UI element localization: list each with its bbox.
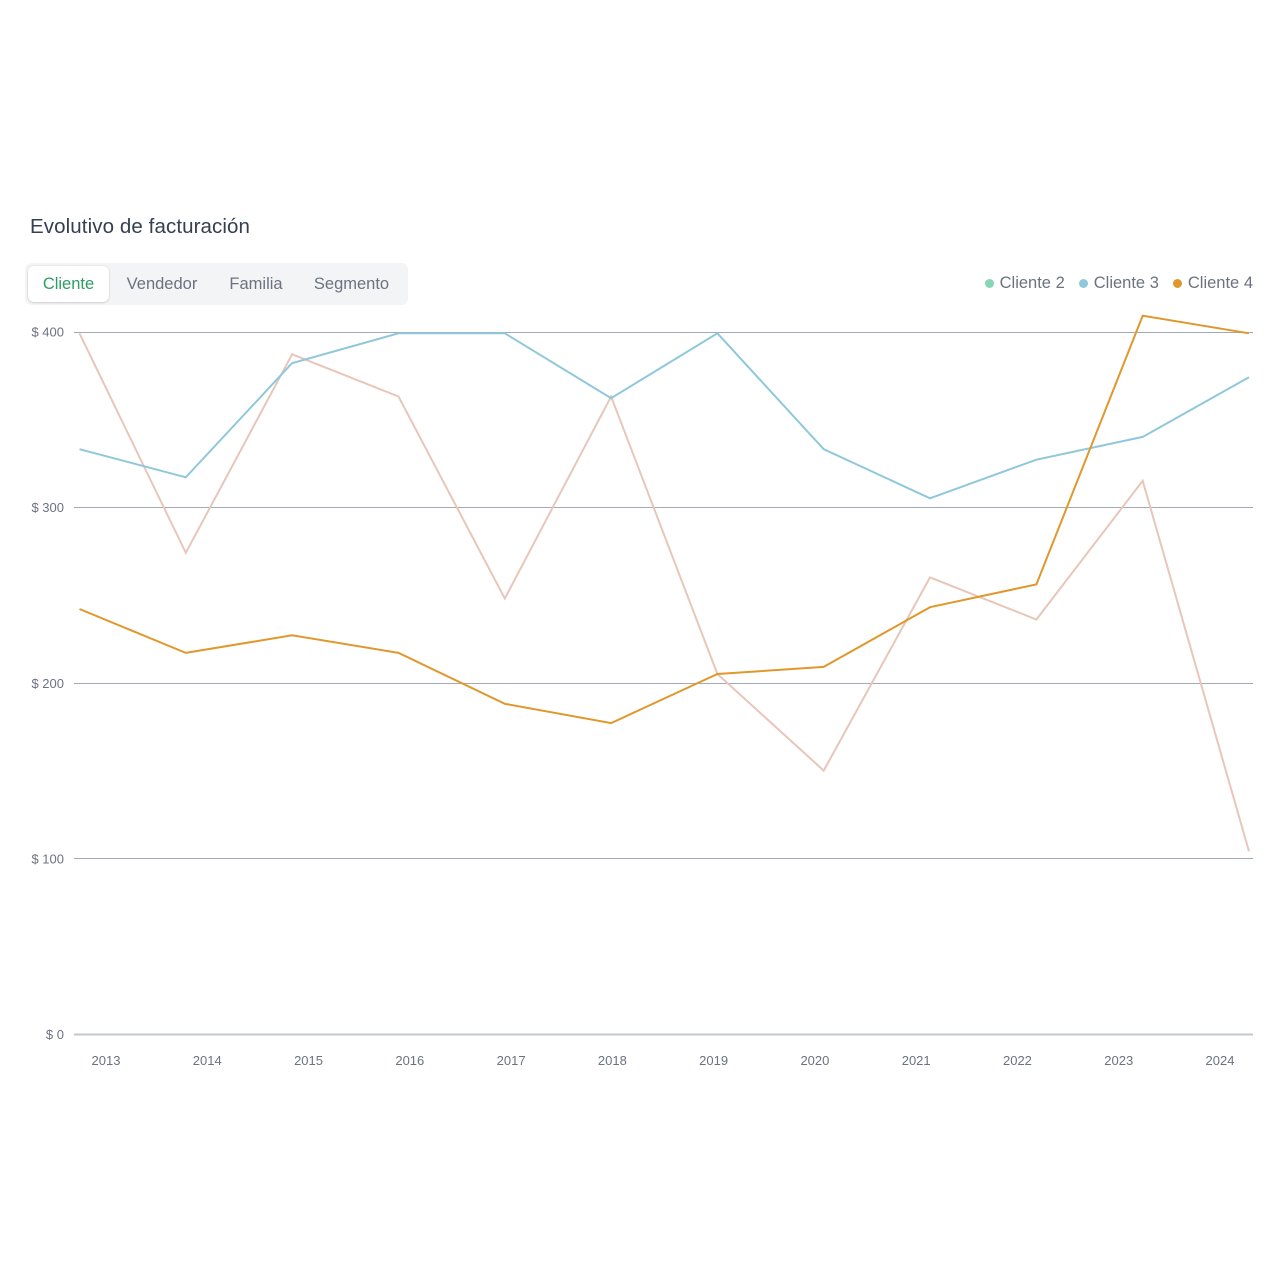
tab-segmento[interactable]: Segmento	[313, 275, 390, 293]
data-point-cliente-3-2023[interactable]	[1139, 433, 1147, 441]
legend-label: Cliente 4	[1187, 274, 1253, 292]
x-tick-label: 2020	[800, 1053, 829, 1068]
legend-item-cliente-3[interactable]: Cliente 3	[1078, 274, 1159, 293]
x-axis: 2013 2014 2015 2016 2017 2018 2019 2020 …	[92, 1053, 1235, 1068]
x-tick-label: 2023	[1104, 1053, 1133, 1068]
data-point-cliente-4-2023[interactable]	[1139, 312, 1147, 320]
series-line-cliente-4	[79, 314, 1250, 725]
x-tick-label: 2018	[598, 1053, 627, 1068]
data-point-cliente-4-2015[interactable]	[288, 631, 296, 639]
legend-label: Cliente 3	[1093, 274, 1159, 292]
legend-item-cliente-2[interactable]: Cliente 2	[984, 274, 1065, 293]
data-point-unlabeled-2017[interactable]	[501, 594, 509, 602]
legend-dot-icon	[984, 279, 994, 288]
chart-legend: Cliente 2 Cliente 3 Cliente 4	[984, 274, 1253, 293]
x-tick-label: 2017	[497, 1053, 526, 1068]
y-tick-label: $ 300	[31, 500, 64, 515]
x-tick-label: 2019	[699, 1053, 728, 1068]
x-tick-label: 2016	[395, 1053, 424, 1068]
data-point-unlabeled-2013[interactable]	[76, 329, 84, 337]
data-point-cliente-4-2022[interactable]	[1032, 580, 1040, 588]
data-point-cliente-3-2022[interactable]	[1032, 456, 1040, 464]
legend-label: Cliente 2	[999, 274, 1065, 292]
data-point-unlabeled-2023[interactable]	[1139, 477, 1147, 485]
data-point-cliente-4-2013[interactable]	[76, 605, 84, 613]
x-tick-label: 2013	[92, 1053, 121, 1068]
x-tick-label: 2015	[294, 1053, 323, 1068]
data-point-cliente-4-2019[interactable]	[713, 670, 721, 678]
data-point-cliente-3-2017[interactable]	[501, 329, 509, 337]
data-point-cliente-4-2014[interactable]	[182, 649, 190, 657]
data-point-cliente-4-2017[interactable]	[501, 700, 509, 708]
y-axis: $ 0 $ 100 $ 200 $ 300 $ 400	[31, 325, 64, 1043]
y-tick-label: $ 400	[31, 325, 64, 340]
tab-vendedor[interactable]: Vendedor	[126, 275, 198, 293]
data-point-unlabeled-2020[interactable]	[820, 767, 828, 775]
legend-item-cliente-4[interactable]: Cliente 4	[1172, 274, 1253, 293]
data-point-unlabeled-2021[interactable]	[926, 573, 934, 581]
data-point-cliente-4-2016[interactable]	[394, 649, 402, 657]
data-point-cliente-4-2018[interactable]	[607, 719, 615, 727]
x-tick-label: 2024	[1206, 1053, 1235, 1068]
data-point-unlabeled-2016[interactable]	[394, 392, 402, 400]
y-tick-label: $ 0	[46, 1027, 64, 1042]
data-point-unlabeled-2015[interactable]	[288, 350, 296, 358]
tab-familia[interactable]: Familia	[229, 275, 283, 293]
data-point-cliente-3-2013[interactable]	[76, 445, 84, 453]
series-line-cliente-3	[79, 332, 1250, 500]
data-point-cliente-3-2015[interactable]	[288, 359, 296, 367]
data-point-cliente-3-2014[interactable]	[182, 473, 190, 481]
series-line-unlabeled	[78, 332, 1250, 852]
data-point-cliente-4-2020[interactable]	[820, 663, 828, 671]
dimension-tabs: Cliente Vendedor Familia Segmento	[25, 263, 408, 305]
chart-title: Evolutivo de facturación	[30, 215, 251, 238]
x-tick-label: 2022	[1003, 1053, 1032, 1068]
data-point-cliente-4-2024[interactable]	[1245, 329, 1253, 337]
data-point-cliente-3-2018[interactable]	[607, 394, 615, 402]
data-point-unlabeled-2022[interactable]	[1032, 616, 1040, 624]
y-tick-label: $ 200	[31, 676, 64, 691]
y-tick-label: $ 100	[31, 851, 64, 866]
legend-dot-icon	[1078, 279, 1088, 288]
data-point-cliente-3-2024[interactable]	[1245, 373, 1253, 381]
data-point-cliente-3-2021[interactable]	[926, 494, 934, 502]
data-point-cliente-3-2020[interactable]	[820, 445, 828, 453]
data-point-cliente-4-2021[interactable]	[926, 603, 934, 611]
gridlines	[74, 332, 1253, 1036]
data-point-cliente-3-2016[interactable]	[394, 329, 402, 337]
data-point-unlabeled-2024[interactable]	[1245, 847, 1253, 855]
x-tick-label: 2021	[902, 1053, 931, 1068]
data-point-cliente-3-2019[interactable]	[713, 329, 721, 337]
legend-dot-icon	[1172, 279, 1182, 288]
data-point-unlabeled-2014[interactable]	[182, 549, 190, 557]
x-tick-label: 2014	[193, 1053, 222, 1068]
series-lines	[76, 312, 1253, 855]
tab-cliente[interactable]: Cliente	[28, 266, 109, 302]
